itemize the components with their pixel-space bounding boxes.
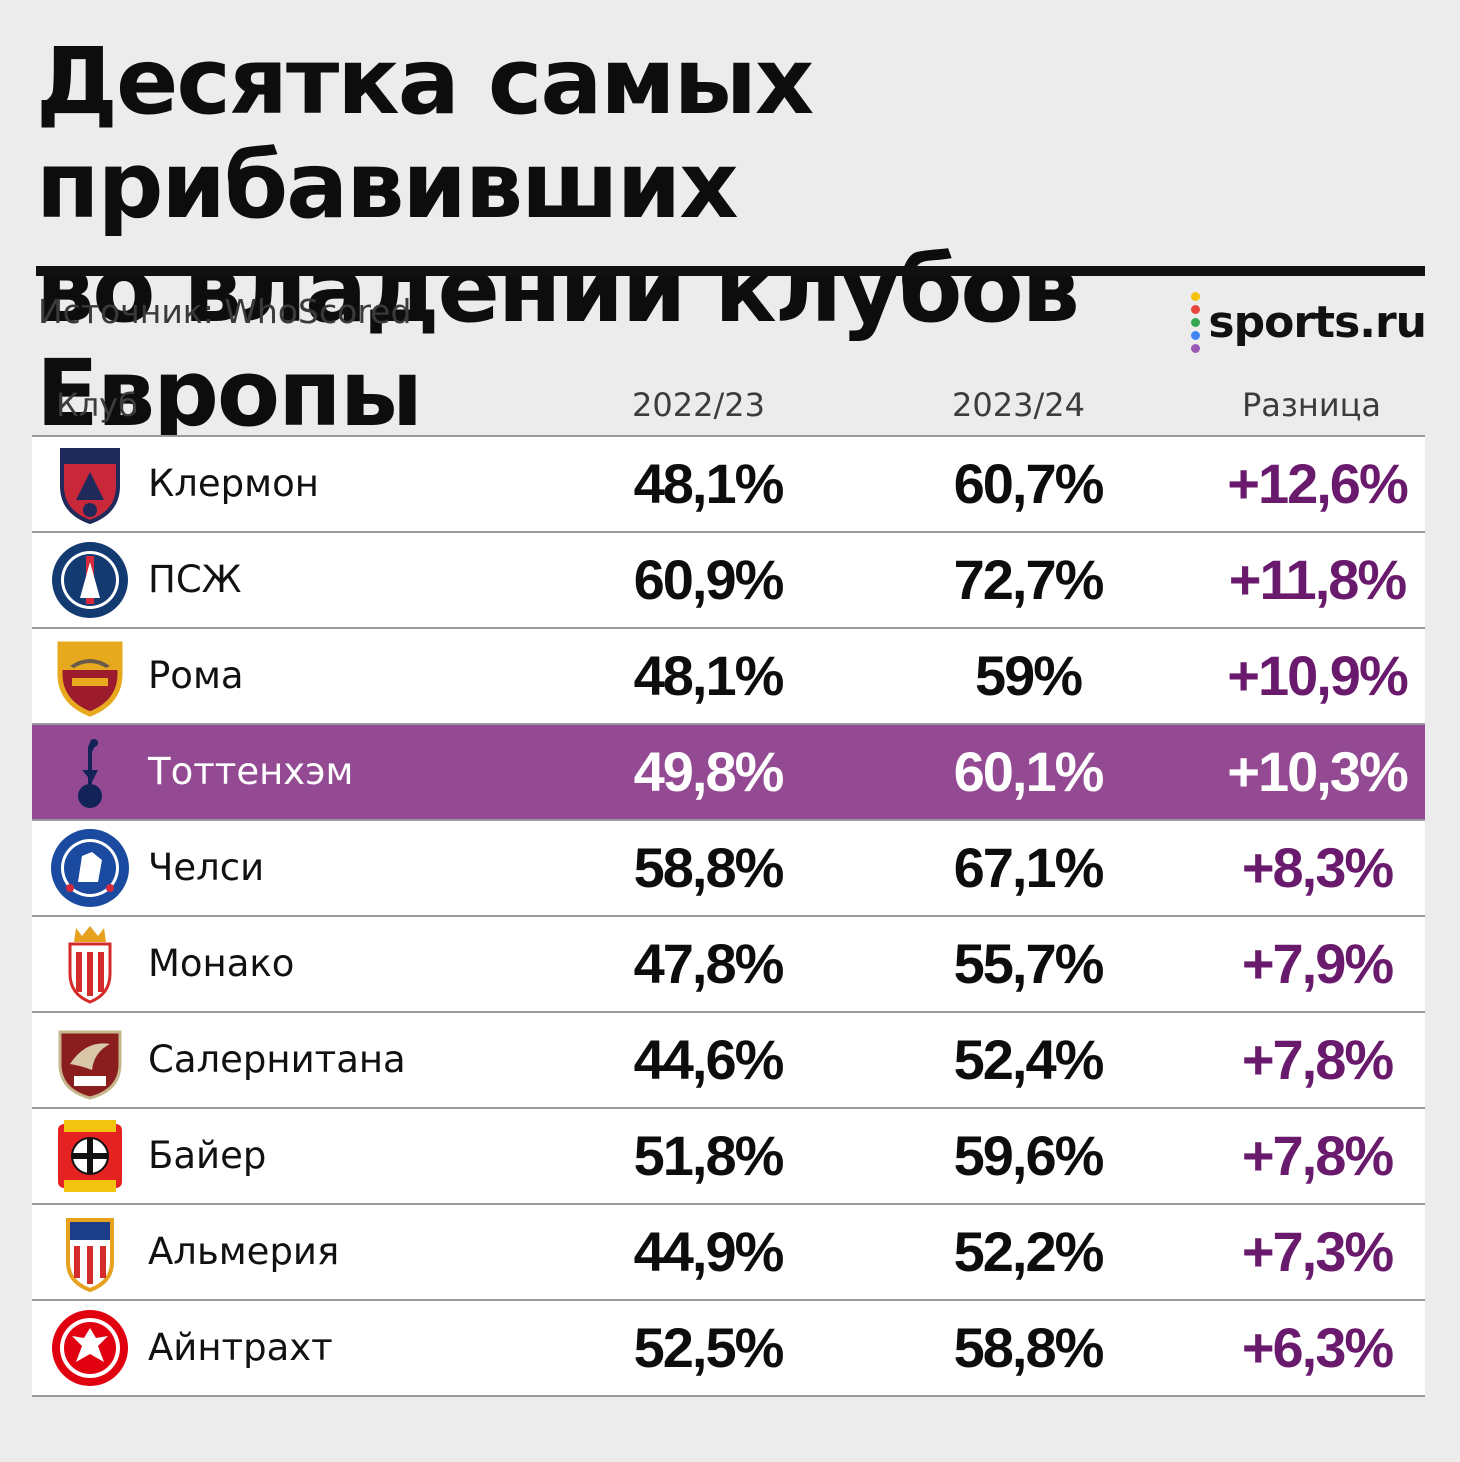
- logo-dots: [1191, 290, 1201, 355]
- club-name: Челси: [148, 846, 265, 889]
- value-2023-24: 59%: [974, 644, 1083, 707]
- club-name: ПСЖ: [148, 558, 242, 601]
- value-difference: +10,3%: [1227, 740, 1409, 803]
- value-2023-24: 60,1%: [953, 740, 1105, 803]
- column-header-2023-24: 2023/24: [952, 386, 1085, 424]
- value-2022-23: 58,8%: [633, 836, 785, 899]
- title-line-2: во владении клубов Европы: [36, 236, 1080, 447]
- club-name: Тоттенхэм: [148, 750, 354, 793]
- value-2022-23: 52,5%: [633, 1316, 785, 1379]
- page-title: Десятка самых прибавивших во владении кл…: [36, 30, 1436, 446]
- value-2023-24: 58,8%: [953, 1316, 1105, 1379]
- table-row: Тоттенхэм 49,8% 60,1% +10,3%: [32, 725, 1425, 821]
- value-difference: +12,6%: [1227, 452, 1409, 515]
- roma-crest: [46, 637, 134, 717]
- club-name: Байер: [148, 1134, 267, 1177]
- table-row: Челси 58,8% 67,1% +8,3%: [32, 821, 1425, 917]
- value-difference: +6,3%: [1241, 1316, 1394, 1379]
- column-header-2022-23: 2022/23: [632, 386, 765, 424]
- bayer-crest: [46, 1117, 134, 1195]
- table-row: Альмерия 44,9% 52,2% +7,3%: [32, 1205, 1425, 1301]
- value-2022-23: 60,9%: [633, 548, 785, 611]
- column-header-club: Клуб: [56, 386, 138, 424]
- logo-dot: [1191, 344, 1201, 353]
- value-2022-23: 51,8%: [633, 1124, 785, 1187]
- table-row: ПСЖ 60,9% 72,7% +11,8%: [32, 533, 1425, 629]
- value-2023-24: 67,1%: [953, 836, 1105, 899]
- clermont-crest: [46, 445, 134, 525]
- value-2023-24: 52,4%: [953, 1028, 1105, 1091]
- value-2022-23: 48,1%: [633, 644, 785, 707]
- table-header: Клуб 2022/23 2023/24 Разница: [32, 380, 1425, 435]
- table-row: Клермон 48,1% 60,7% +12,6%: [32, 437, 1425, 533]
- club-name: Салернитана: [148, 1038, 406, 1081]
- club-name: Альмерия: [148, 1230, 340, 1273]
- sports-ru-logo: sports.ru: [1191, 290, 1427, 355]
- value-2023-24: 52,2%: [953, 1220, 1105, 1283]
- logo-dot: [1191, 318, 1201, 327]
- column-header-difference: Разница: [1242, 386, 1382, 424]
- logo-dot: [1191, 331, 1201, 340]
- table-row: Рома 48,1% 59% +10,9%: [32, 629, 1425, 725]
- possession-table: Клермон 48,1% 60,7% +12,6% ПСЖ 60,9% 72,7% +11…: [32, 435, 1425, 1397]
- table-row: Байер 51,8% 59,6% +7,8%: [32, 1109, 1425, 1205]
- value-2022-23: 47,8%: [633, 932, 785, 995]
- logo-dot: [1191, 305, 1201, 314]
- title-line-1: Десятка самых прибавивших: [36, 28, 814, 239]
- eintracht-crest: [46, 1309, 134, 1387]
- monaco-crest: [46, 925, 134, 1004]
- source-label: Источник: WhoScored: [38, 292, 412, 331]
- table-row: Айнтрахт 52,5% 58,8% +6,3%: [32, 1301, 1425, 1397]
- value-2022-23: 44,9%: [633, 1220, 785, 1283]
- value-2023-24: 72,7%: [953, 548, 1105, 611]
- salernitana-crest: [46, 1021, 134, 1100]
- value-difference: +11,8%: [1228, 548, 1407, 611]
- chelsea-crest: [46, 829, 134, 907]
- value-2023-24: 55,7%: [953, 932, 1105, 995]
- title-rule: [36, 266, 1425, 276]
- value-difference: +7,8%: [1241, 1124, 1394, 1187]
- value-2022-23: 44,6%: [633, 1028, 785, 1091]
- value-difference: +10,9%: [1227, 644, 1409, 707]
- club-name: Рома: [148, 654, 244, 697]
- almeria-crest: [46, 1213, 134, 1293]
- value-2022-23: 48,1%: [633, 452, 785, 515]
- value-difference: +7,3%: [1241, 1220, 1394, 1283]
- psg-crest: [46, 541, 134, 619]
- club-name: Клермон: [148, 462, 319, 505]
- value-2022-23: 49,8%: [633, 740, 785, 803]
- table-row: Монако 47,8% 55,7% +7,9%: [32, 917, 1425, 1013]
- club-name: Монако: [148, 942, 295, 985]
- value-difference: +7,9%: [1241, 932, 1394, 995]
- value-difference: +8,3%: [1241, 836, 1394, 899]
- value-2023-24: 59,6%: [953, 1124, 1105, 1187]
- tottenham-crest: [46, 733, 134, 811]
- club-name: Айнтрахт: [148, 1326, 333, 1369]
- logo-text: sports.ru: [1208, 297, 1427, 348]
- value-2023-24: 60,7%: [953, 452, 1105, 515]
- table-row: Салернитана 44,6% 52,4% +7,8%: [32, 1013, 1425, 1109]
- logo-dot: [1191, 292, 1201, 301]
- value-difference: +7,8%: [1241, 1028, 1394, 1091]
